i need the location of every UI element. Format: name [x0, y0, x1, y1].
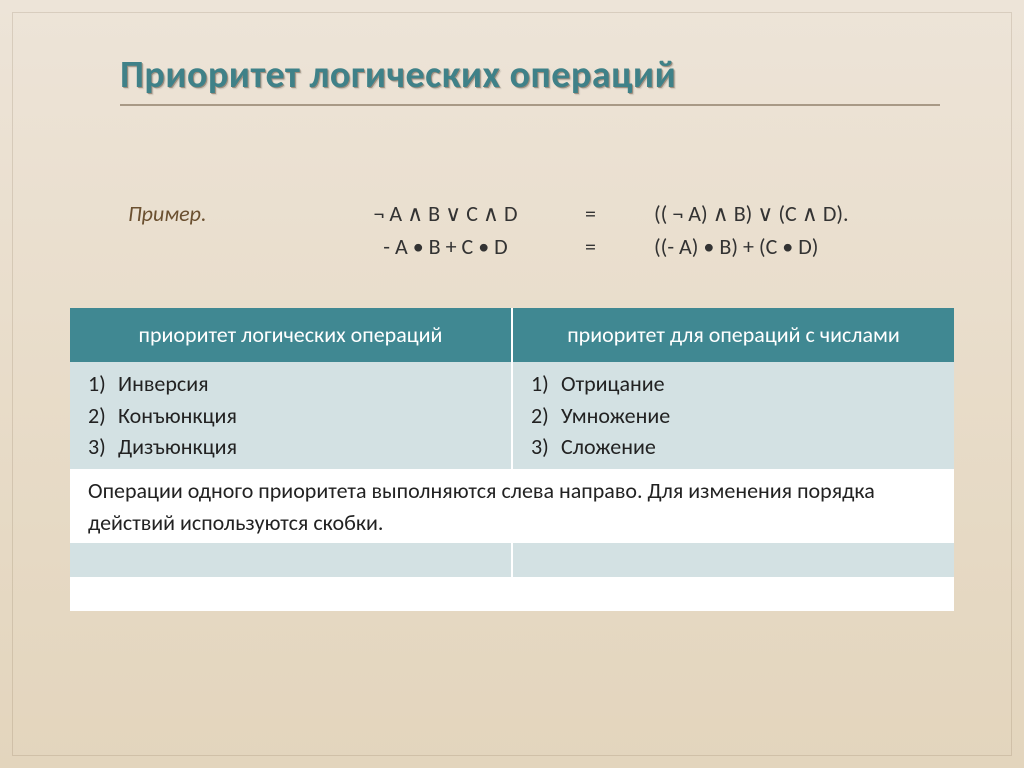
list-text: Умножение — [561, 400, 936, 432]
example-2-lhs: - A • B + C • D — [328, 233, 563, 260]
list-text: Конъюнкция — [118, 400, 493, 432]
list-num: 2) — [88, 400, 118, 432]
empty-cell — [512, 577, 954, 611]
example-2-rhs: ((- A) • B) + (C • D) — [618, 233, 928, 260]
table-content-row: 1)Инверсия 2)Конъюнкция 3)Дизъюнкция 1)О… — [70, 362, 954, 470]
example-1-eq: = — [563, 200, 618, 227]
slide-title: Приоритет логических операций — [120, 52, 676, 98]
list-item: 3)Сложение — [531, 431, 936, 463]
cell-right-list: 1)Отрицание 2)Умножение 3)Сложение — [512, 362, 954, 470]
empty-cell — [70, 543, 512, 577]
title-underline — [120, 104, 940, 106]
header-left: приоритет логических операций — [70, 308, 512, 362]
list-text: Дизъюнкция — [118, 431, 493, 463]
priority-table: приоритет логических операций приоритет … — [70, 308, 954, 611]
list-num: 1) — [88, 368, 118, 400]
list-text: Инверсия — [118, 368, 493, 400]
table-empty-row-2 — [70, 577, 954, 611]
list-num: 2) — [531, 400, 561, 432]
header-right: приоритет для операций с числами — [512, 308, 954, 362]
example-row-2: - A • B + C • D = ((- A) • B) + (C • D) — [128, 233, 928, 260]
list-item: 1)Инверсия — [88, 368, 493, 400]
list-num: 1) — [531, 368, 561, 400]
table-empty-row-1 — [70, 543, 954, 577]
example-1-rhs: (( ¬ A) ∧ B) ∨ (C ∧ D). — [618, 200, 928, 227]
empty-cell — [512, 543, 954, 577]
list-item: 2)Конъюнкция — [88, 400, 493, 432]
list-num: 3) — [88, 431, 118, 463]
example-2-eq: = — [563, 233, 618, 260]
list-text: Отрицание — [561, 368, 936, 400]
empty-cell — [70, 577, 512, 611]
example-row-1: Пример. ¬ A ∧ B ∨ C ∧ D = (( ¬ A) ∧ B) ∨… — [128, 200, 928, 227]
example-block: Пример. ¬ A ∧ B ∨ C ∧ D = (( ¬ A) ∧ B) ∨… — [128, 200, 928, 266]
list-num: 3) — [531, 431, 561, 463]
example-1-lhs: ¬ A ∧ B ∨ C ∧ D — [328, 200, 563, 227]
cell-left-list: 1)Инверсия 2)Конъюнкция 3)Дизъюнкция — [70, 362, 512, 470]
number-ops-list: 1)Отрицание 2)Умножение 3)Сложение — [531, 368, 936, 464]
list-item: 2)Умножение — [531, 400, 936, 432]
table-note-row: Операции одного приоритета выполняются с… — [70, 469, 954, 543]
logic-ops-list: 1)Инверсия 2)Конъюнкция 3)Дизъюнкция — [88, 368, 493, 464]
table-header-row: приоритет логических операций приоритет … — [70, 308, 954, 362]
note-cell: Операции одного приоритета выполняются с… — [70, 469, 954, 543]
list-item: 1)Отрицание — [531, 368, 936, 400]
list-item: 3)Дизъюнкция — [88, 431, 493, 463]
example-label: Пример. — [128, 200, 328, 227]
list-text: Сложение — [561, 431, 936, 463]
